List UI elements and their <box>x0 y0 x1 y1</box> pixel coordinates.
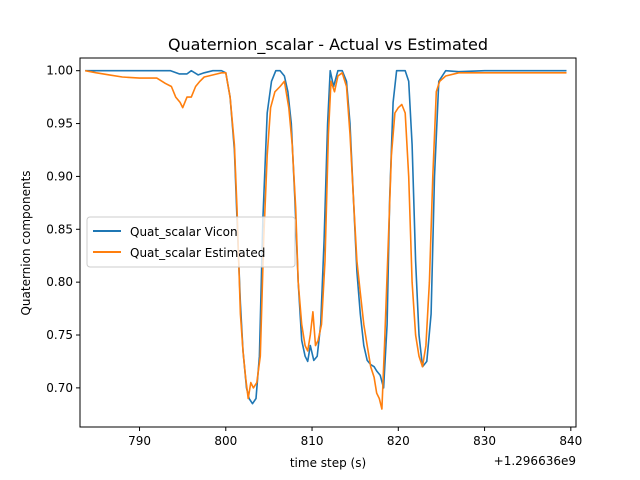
y-axis-label: Quaternion components <box>19 170 33 315</box>
x-tick-label: 840 <box>559 434 582 448</box>
plot-area <box>79 57 577 428</box>
y-tick-label: 0.90 <box>46 169 73 183</box>
series-layer <box>85 69 567 410</box>
x-tick-label: 820 <box>387 434 410 448</box>
plot-frame <box>79 57 577 428</box>
y-tick-label: 1.00 <box>46 64 73 78</box>
series-line-estimated <box>85 69 567 410</box>
y-tick-label: 0.95 <box>46 117 73 131</box>
x-tick-label: 800 <box>214 434 237 448</box>
x-axis-label: time step (s) <box>290 456 366 470</box>
x-tick-label: 810 <box>301 434 324 448</box>
legend-label-estimated: Quat_scalar Estimated <box>130 246 265 260</box>
x-tick-label: 830 <box>473 434 496 448</box>
x-axis-offset-label: +1.296636e9 <box>494 454 576 468</box>
y-tick-label: 0.85 <box>46 222 73 236</box>
x-tick-label: 790 <box>128 434 151 448</box>
legend: Quat_scalar Vicon Quat_scalar Estimated <box>86 216 296 268</box>
legend-box <box>86 216 296 268</box>
legend-label-vicon: Quat_scalar Vicon <box>130 225 238 239</box>
chart-title: Quaternion_scalar - Actual vs Estimated <box>168 35 488 55</box>
x-axis-ticks: 790 800 810 820 830 840 <box>128 427 582 448</box>
y-tick-label: 0.70 <box>46 381 73 395</box>
y-axis-ticks: 0.70 0.75 0.80 0.85 0.90 0.95 1.00 <box>46 64 80 395</box>
y-tick-label: 0.80 <box>46 275 73 289</box>
y-tick-label: 0.75 <box>46 328 73 342</box>
